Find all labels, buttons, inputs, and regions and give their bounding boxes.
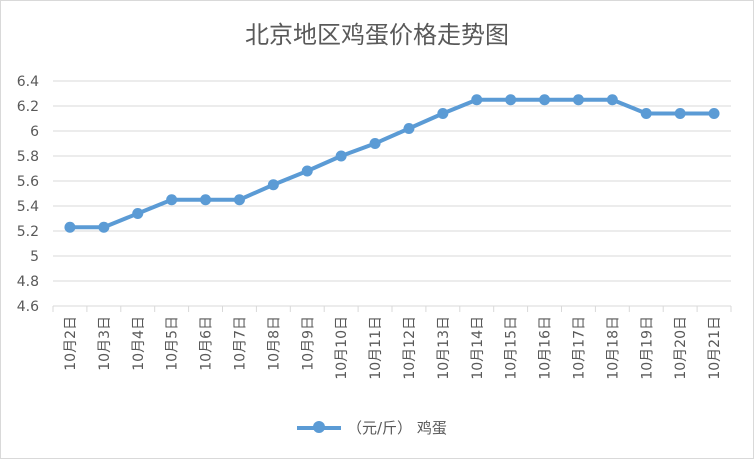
data-point xyxy=(539,94,551,106)
data-point xyxy=(200,194,212,206)
data-point xyxy=(64,221,76,233)
y-tick-label: 4.6 xyxy=(17,299,39,315)
legend-label: （元/斤） 鸡蛋 xyxy=(347,418,447,437)
x-tick-label: 10月6日 xyxy=(199,316,215,371)
data-point xyxy=(708,108,720,119)
x-tick-label: 10月16日 xyxy=(538,316,554,380)
data-point xyxy=(606,94,618,106)
legend: （元/斤） 鸡蛋 xyxy=(297,415,447,439)
x-tick-label: 10月19日 xyxy=(639,316,655,380)
x-tick-label: 10月20日 xyxy=(673,316,689,380)
y-tick-label: 5.6 xyxy=(17,174,39,190)
data-point xyxy=(301,165,313,177)
legend-swatch xyxy=(297,417,341,437)
data-point xyxy=(233,194,245,206)
x-tick-label: 10月4日 xyxy=(131,316,147,371)
x-tick-label: 10月12日 xyxy=(402,316,418,380)
data-point xyxy=(471,94,483,106)
chart-title: 北京地区鸡蛋价格走势图 xyxy=(245,21,509,49)
data-point xyxy=(640,108,652,119)
data-point xyxy=(98,221,110,233)
x-tick-label: 10月2日 xyxy=(63,316,79,371)
data-point xyxy=(335,150,347,162)
data-point xyxy=(166,194,178,206)
data-point xyxy=(132,208,144,219)
data-point xyxy=(437,108,449,119)
x-tick-label: 10月7日 xyxy=(232,316,248,371)
x-tick-label: 10月15日 xyxy=(504,316,520,380)
x-tick-label: 10月8日 xyxy=(266,316,282,371)
x-tick-label: 10月21日 xyxy=(707,316,723,380)
x-tick-label: 10月5日 xyxy=(165,316,181,371)
y-tick-label: 5.2 xyxy=(17,224,39,240)
x-tick-label: 10月18日 xyxy=(605,316,621,380)
y-tick-label: 5.8 xyxy=(17,149,39,165)
x-tick-label: 10月10日 xyxy=(334,316,350,380)
y-tick-label: 4.8 xyxy=(17,274,39,290)
data-point xyxy=(267,179,279,191)
data-point xyxy=(674,108,686,119)
y-tick-label: 6 xyxy=(30,124,39,140)
y-tick-label: 6.2 xyxy=(17,99,39,115)
y-tick-label: 5 xyxy=(30,249,39,265)
data-point xyxy=(369,138,381,149)
data-point xyxy=(572,94,584,106)
y-tick-label: 5.4 xyxy=(17,199,39,215)
x-tick-label: 10月3日 xyxy=(97,316,113,371)
data-point xyxy=(403,123,415,134)
x-tick-label: 10月11日 xyxy=(368,316,384,380)
series-line xyxy=(69,97,715,230)
x-tick-label: 10月14日 xyxy=(470,316,486,380)
x-tick-label: 10月17日 xyxy=(571,316,587,380)
y-tick-label: 6.4 xyxy=(17,74,39,90)
data-point xyxy=(505,94,517,106)
x-tick-label: 10月9日 xyxy=(300,316,316,371)
x-tick-label: 10月13日 xyxy=(436,316,452,380)
